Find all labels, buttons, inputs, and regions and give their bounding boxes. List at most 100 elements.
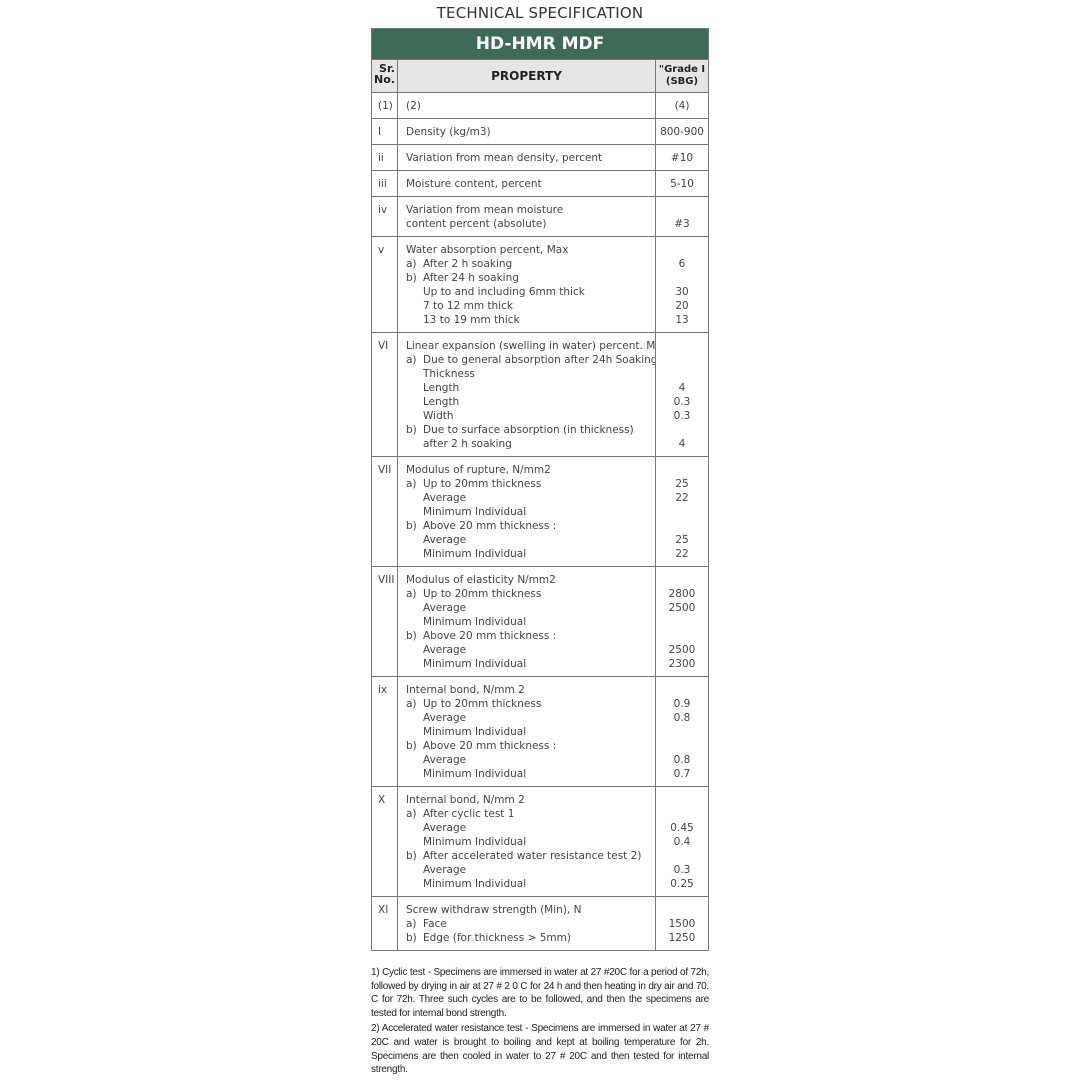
grade-value (656, 339, 708, 353)
property-text: Minimum Individual (423, 836, 527, 848)
property-text: after 2 h soaking (423, 438, 512, 450)
property-line: Length (406, 395, 655, 409)
property-line: a) After 2 h soaking (406, 257, 655, 271)
property-text: Minimum Individual (423, 506, 527, 518)
product-title: HD-HMR MDF (372, 29, 708, 59)
property-text: 13 to 19 mm thick (423, 314, 520, 326)
property-text: Due to general absorption after 24h Soak… (423, 354, 656, 366)
grade-value: 5-10 (670, 178, 694, 190)
property-text: Length (423, 396, 460, 408)
grade-cell: #3 (656, 197, 708, 236)
property-line: 7 to 12 mm thick (406, 299, 655, 313)
property-cell: (2) (398, 93, 656, 118)
header-sr-no: Sr. No. (372, 60, 398, 92)
table-row: ix Internal bond, N/mm 2 a) Up to 20mm thic… (372, 676, 708, 786)
property-line: Average (406, 643, 655, 657)
property-line: Variation from mean moisture (406, 203, 655, 217)
grade-cell: 6 30 20 13 (656, 237, 708, 332)
grade-cell: 1500 1250 (656, 897, 708, 950)
grade-value (656, 793, 708, 807)
grade-value: 800-900 (660, 126, 704, 138)
property-line: Average (406, 601, 655, 615)
grade-value: 1250 (668, 932, 696, 944)
property-line: a) Up to 20mm thickness (406, 587, 655, 601)
property-text: Average (423, 492, 467, 504)
property-text: Above 20 mm thickness : (423, 630, 557, 642)
property-text: Minimum Individual (423, 616, 527, 628)
grade-value: 22 (675, 548, 689, 560)
item-marker: b) (406, 424, 417, 436)
document-title: TECHNICAL SPECIFICATION (436, 4, 644, 22)
grade-value (656, 615, 708, 629)
property-text: Average (423, 864, 467, 876)
item-marker: b) (406, 520, 417, 532)
header-grade: "Grade I (SBG) (656, 60, 708, 92)
grade-value: 0.3 (673, 864, 691, 876)
grade-value (656, 573, 708, 587)
grade-value: 22 (675, 492, 689, 504)
property-line: Length (406, 381, 655, 395)
property-text: Up to and including 6mm thick (423, 286, 585, 298)
property-line: b) Edge (for thickness > 5mm) (406, 931, 655, 945)
table-header: Sr. No. PROPERTY "Grade I (SBG) (372, 59, 708, 92)
property-cell: Variation from mean moisture content perc… (398, 197, 656, 236)
property-text: Modulus of rupture, N/mm2 (406, 464, 551, 476)
grade-value (656, 519, 708, 533)
table-row: iii Moisture content, percent 5-10 (372, 170, 708, 196)
property-text: Internal bond, N/mm 2 (406, 794, 525, 806)
property-text: Up to 20mm thickness (423, 588, 542, 600)
property-line: b) Above 20 mm thickness : (406, 519, 655, 533)
sr-no: VIII (372, 567, 398, 676)
grade-value: 4 (678, 382, 686, 394)
property-cell: Water absorption percent, Max a) After 2 h… (398, 237, 656, 332)
property-line: Up to and including 6mm thick (406, 285, 655, 299)
grade-value (656, 353, 708, 367)
property-text: Up to 20mm thickness (423, 478, 542, 490)
sr-no: (1) (372, 93, 398, 118)
table-row: (1) (2) (4) (372, 92, 708, 118)
property-text: Minimum Individual (423, 548, 527, 560)
property-line: Internal bond, N/mm 2 (406, 683, 655, 697)
property-line: Water absorption percent, Max (406, 243, 655, 257)
property-text: Average (423, 644, 467, 656)
grade-value (656, 203, 708, 217)
property-line: Minimum Individual (406, 725, 655, 739)
property-cell: Density (kg/m3) (398, 119, 656, 144)
property-text: Water absorption percent, Max (406, 244, 569, 256)
grade-value (656, 725, 708, 739)
grade-cell: 4 0.3 0.3 4 (656, 333, 708, 456)
property-text: Length (423, 382, 460, 394)
header-property: PROPERTY (398, 60, 656, 92)
property-text: After 2 h soaking (423, 258, 513, 270)
grade-value: #3 (674, 218, 690, 230)
property-text: Variation from mean density, percent (406, 152, 603, 164)
sr-no: ii (372, 145, 398, 170)
grade-value: 0.7 (673, 768, 691, 780)
header-no: No. (374, 73, 395, 86)
grade-cell: 2800 2500 2500 2300 (656, 567, 708, 676)
property-line: (2) (406, 99, 655, 113)
grade-value: (4) (674, 100, 690, 112)
property-cell: Modulus of rupture, N/mm2 a) Up to 20mm th… (398, 457, 656, 566)
grade-value (656, 243, 708, 257)
property-text: Minimum Individual (423, 878, 527, 890)
property-line: Density (kg/m3) (406, 125, 655, 139)
property-line: Minimum Individual (406, 767, 655, 781)
property-line: a) After cyclic test 1 (406, 807, 655, 821)
property-text: content percent (absolute) (406, 218, 547, 230)
grade-value (656, 367, 708, 381)
property-line: b) Above 20 mm thickness : (406, 629, 655, 643)
grade-value: 0.9 (673, 698, 691, 710)
property-line: Average (406, 711, 655, 725)
property-text: Modulus of elasticity N/mm2 (406, 574, 556, 586)
sr-no: X (372, 787, 398, 896)
property-text: Variation from mean moisture (406, 204, 564, 216)
property-line: Variation from mean density, percent (406, 151, 655, 165)
property-line: Average (406, 863, 655, 877)
property-line: Internal bond, N/mm 2 (406, 793, 655, 807)
table-row: VIII Modulus of elasticity N/mm2 a) Up to 2… (372, 566, 708, 676)
table-row: v Water absorption percent, Max a) After 2 … (372, 236, 708, 332)
property-text: Linear expansion (swelling in water) per… (406, 340, 656, 352)
item-marker: a) (406, 354, 417, 366)
property-text: Average (423, 822, 467, 834)
